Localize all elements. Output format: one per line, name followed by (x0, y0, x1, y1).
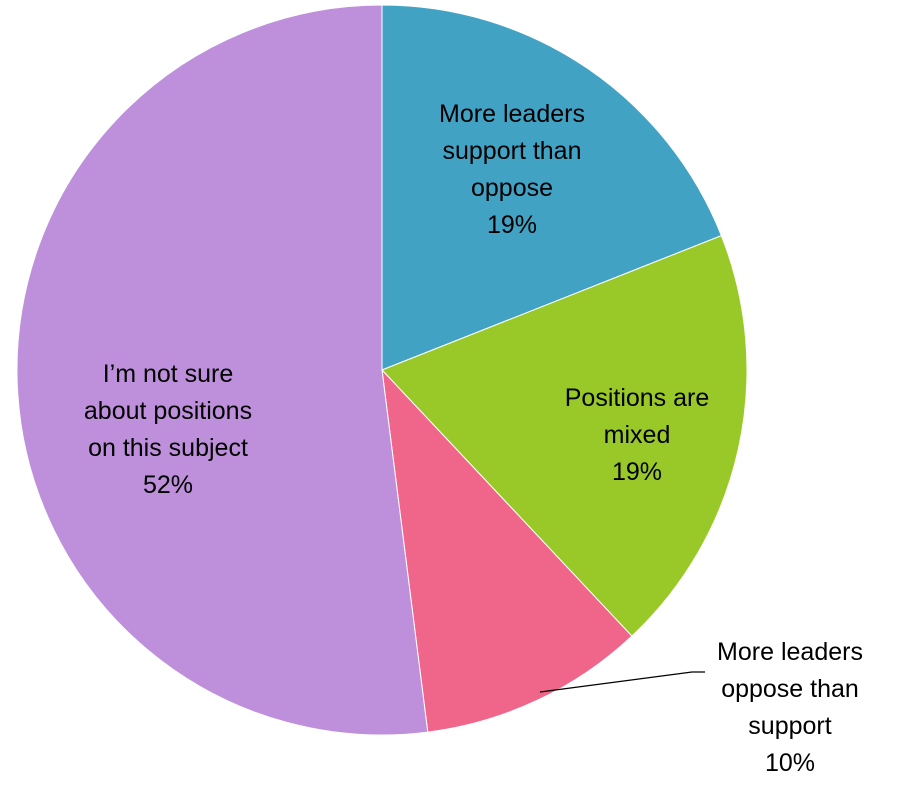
slice-label-2: More leaders oppose than support 10% (717, 638, 863, 777)
slice-value-label: 19% (612, 458, 662, 486)
leader-lines (539, 671, 705, 693)
slice-category-label: I’m not sure (103, 360, 234, 388)
slice-category-label: about positions (84, 397, 252, 425)
pie-slice-1 (381, 234, 748, 637)
slice-label-1: Positions are mixed 19% (565, 384, 710, 486)
leader-line-2 (539, 671, 705, 693)
pie-slice-0 (381, 4, 723, 371)
slice-category-label: support (748, 712, 831, 740)
slice-value-label: 52% (143, 471, 193, 499)
slice-value-label: 10% (765, 749, 815, 777)
slice-label-0: More leaders support than oppose 19% (439, 100, 585, 239)
slice-category-label: More leaders (717, 638, 863, 666)
slice-category-label: support than (443, 137, 582, 165)
slice-category-label: oppose than (721, 675, 859, 703)
pie-slices (16, 4, 748, 736)
slice-category-label: Positions are (565, 384, 710, 412)
slice-category-label: on this subject (88, 434, 248, 462)
slice-labels: More leaders support than oppose 19%Positio… (84, 100, 863, 777)
slice-value-label: 19% (487, 211, 537, 239)
slice-category-label: More leaders (439, 100, 585, 128)
slice-category-label: mixed (604, 421, 671, 449)
pie-slice-2 (381, 368, 633, 733)
slice-category-label: oppose (471, 174, 553, 202)
pie-slice-3 (16, 4, 429, 736)
slice-label-3: I’m not sure about positions on this subje… (84, 360, 252, 499)
